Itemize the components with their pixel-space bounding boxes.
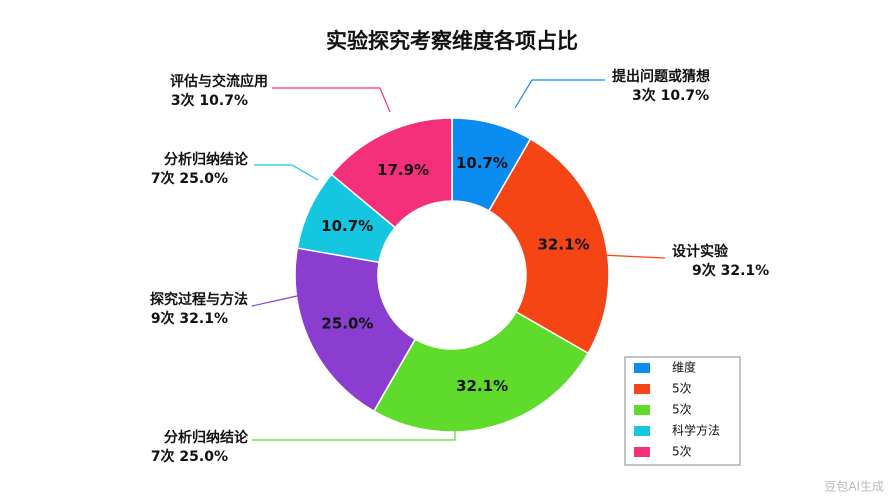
legend-swatch xyxy=(634,363,650,373)
callout-label: 提出问题或猜想 xyxy=(612,68,710,85)
legend-swatch xyxy=(634,405,650,415)
legend-label: 5次 xyxy=(672,403,692,417)
callout-detail: 7次 25.0% xyxy=(151,448,228,465)
legend-swatch xyxy=(634,384,650,394)
slice-label: 10.7% xyxy=(321,217,373,235)
donut-slice xyxy=(487,137,610,355)
callout-detail: 3次 10.7% xyxy=(632,87,709,104)
chart-title: 实验探究考察维度各项占比 xyxy=(326,29,578,53)
legend-label: 5次 xyxy=(672,382,692,396)
slice-label: 32.1% xyxy=(538,235,590,253)
callout-detail: 9次 32.1% xyxy=(151,310,228,327)
callout-label: 分析归纳结论 xyxy=(164,429,249,446)
legend-swatch xyxy=(634,426,650,436)
callout-detail: 9次 32.1% xyxy=(692,262,769,279)
callout-detail: 3次 10.7% xyxy=(171,92,248,109)
callout-line xyxy=(254,164,319,181)
callout-detail: 7次 25.0% xyxy=(151,170,228,187)
callout-label: 设计实验 xyxy=(672,243,729,260)
slice-label: 17.9% xyxy=(377,161,429,179)
donut-slice xyxy=(294,247,417,413)
callout-label: 分析归纳结论 xyxy=(164,151,249,168)
callout-label: 评估与交流应用 xyxy=(170,73,268,90)
callout-line xyxy=(514,79,605,109)
callout-line xyxy=(251,295,298,307)
callout-line xyxy=(252,378,456,441)
donut-slice xyxy=(372,310,590,433)
slice-label: 10.7% xyxy=(456,154,508,172)
callout-line xyxy=(272,87,391,113)
callout-label: 探究过程与方法 xyxy=(150,291,248,308)
callout-line xyxy=(599,254,666,259)
legend-swatch xyxy=(634,447,650,457)
legend-label: 科学方法 xyxy=(672,423,720,438)
donut-slice xyxy=(330,117,453,229)
slice-label: 32.1% xyxy=(456,377,508,395)
legend-label: 维度 xyxy=(672,360,696,375)
slice-label: 25.0% xyxy=(321,315,373,333)
legend-label: 5次 xyxy=(672,445,692,459)
watermark: 豆包AI生成 xyxy=(824,480,884,494)
